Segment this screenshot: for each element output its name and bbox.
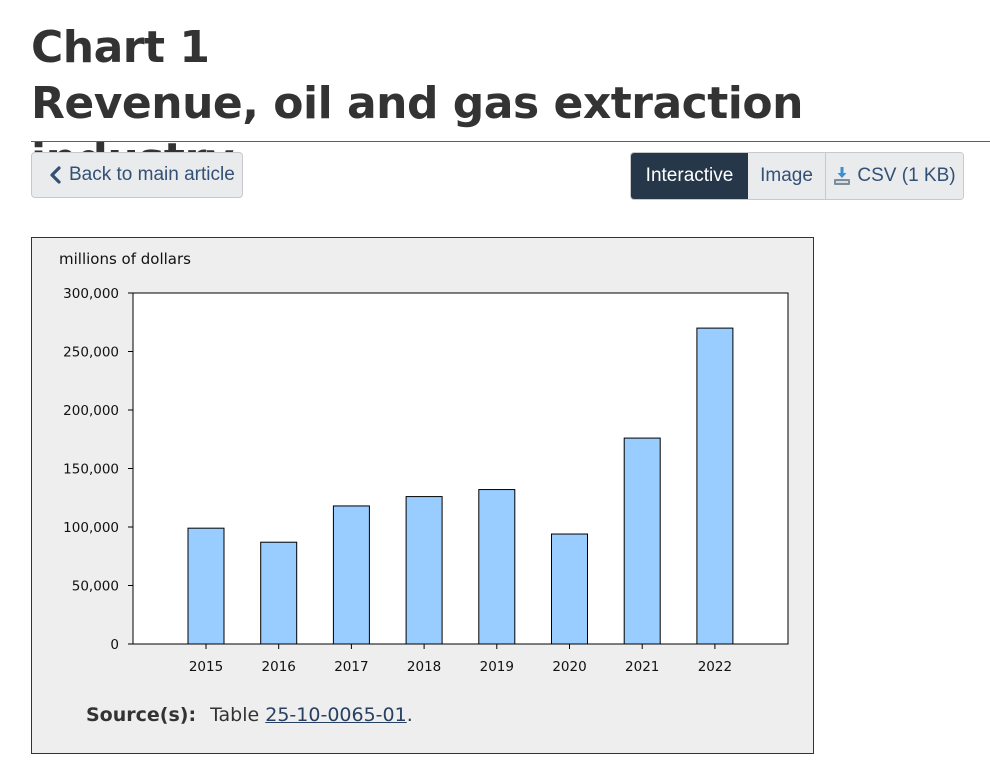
image-view-button[interactable]: Image: [748, 153, 826, 199]
download-icon: [834, 167, 851, 185]
source-prefix: Table: [210, 704, 260, 726]
back-to-main-article-button[interactable]: Back to main article: [31, 152, 243, 198]
bar-2016: [260, 541, 298, 645]
bar-2022: [696, 327, 734, 645]
bar-chart: 0 50,000 100,000 150,000 200,000 250,000 300,0…: [63, 286, 789, 675]
page-title-line1: Chart 1: [31, 22, 210, 73]
title-divider: [31, 141, 990, 142]
interactive-view-button[interactable]: Interactive: [631, 153, 748, 199]
bar-2018: [405, 496, 443, 645]
chart-source: Source(s): Table 25-10-0065-01.: [86, 704, 413, 726]
bar-2021: [623, 437, 661, 645]
y-axis-unit-label: millions of dollars: [59, 250, 191, 268]
chart-container: millions of dollars 0 50,000 100,000 150,00…: [31, 237, 814, 754]
bar-2020: [551, 533, 588, 645]
back-button-label: Back to main article: [69, 164, 235, 185]
plot-area: [132, 292, 789, 645]
x-tick-label: 2019: [480, 659, 514, 675]
y-tick-label: 0: [110, 637, 119, 653]
bar-2015: [187, 527, 225, 645]
x-tick-label: 2015: [189, 659, 223, 675]
x-tick-label: 2022: [698, 659, 732, 675]
source-table-link[interactable]: 25-10-0065-01: [265, 704, 407, 726]
y-tick-label: 150,000: [63, 462, 119, 478]
y-tick-label: 250,000: [63, 345, 119, 361]
y-tick-label: 300,000: [63, 286, 119, 302]
csv-label: CSV (1 KB): [857, 165, 956, 186]
source-suffix: .: [406, 704, 413, 726]
bar-2019: [478, 489, 516, 645]
bar-2017: [332, 505, 370, 645]
source-label: Source(s):: [86, 704, 197, 726]
csv-download-button[interactable]: CSV (1 KB): [826, 153, 963, 199]
x-tick-label: 2018: [407, 659, 441, 675]
y-tick-label: 50,000: [72, 579, 119, 595]
y-tick-label: 100,000: [63, 520, 119, 536]
interactive-label: Interactive: [645, 165, 734, 186]
image-label: Image: [760, 165, 813, 186]
x-tick-label: 2021: [625, 659, 659, 675]
view-options-group: Interactive Image CSV (1 KB): [630, 152, 964, 200]
x-tick-label: 2016: [262, 659, 296, 675]
x-tick-label: 2020: [552, 659, 586, 675]
chevron-left-icon: [50, 166, 61, 184]
x-tick-label: 2017: [334, 659, 368, 675]
y-tick-label: 200,000: [63, 403, 119, 419]
